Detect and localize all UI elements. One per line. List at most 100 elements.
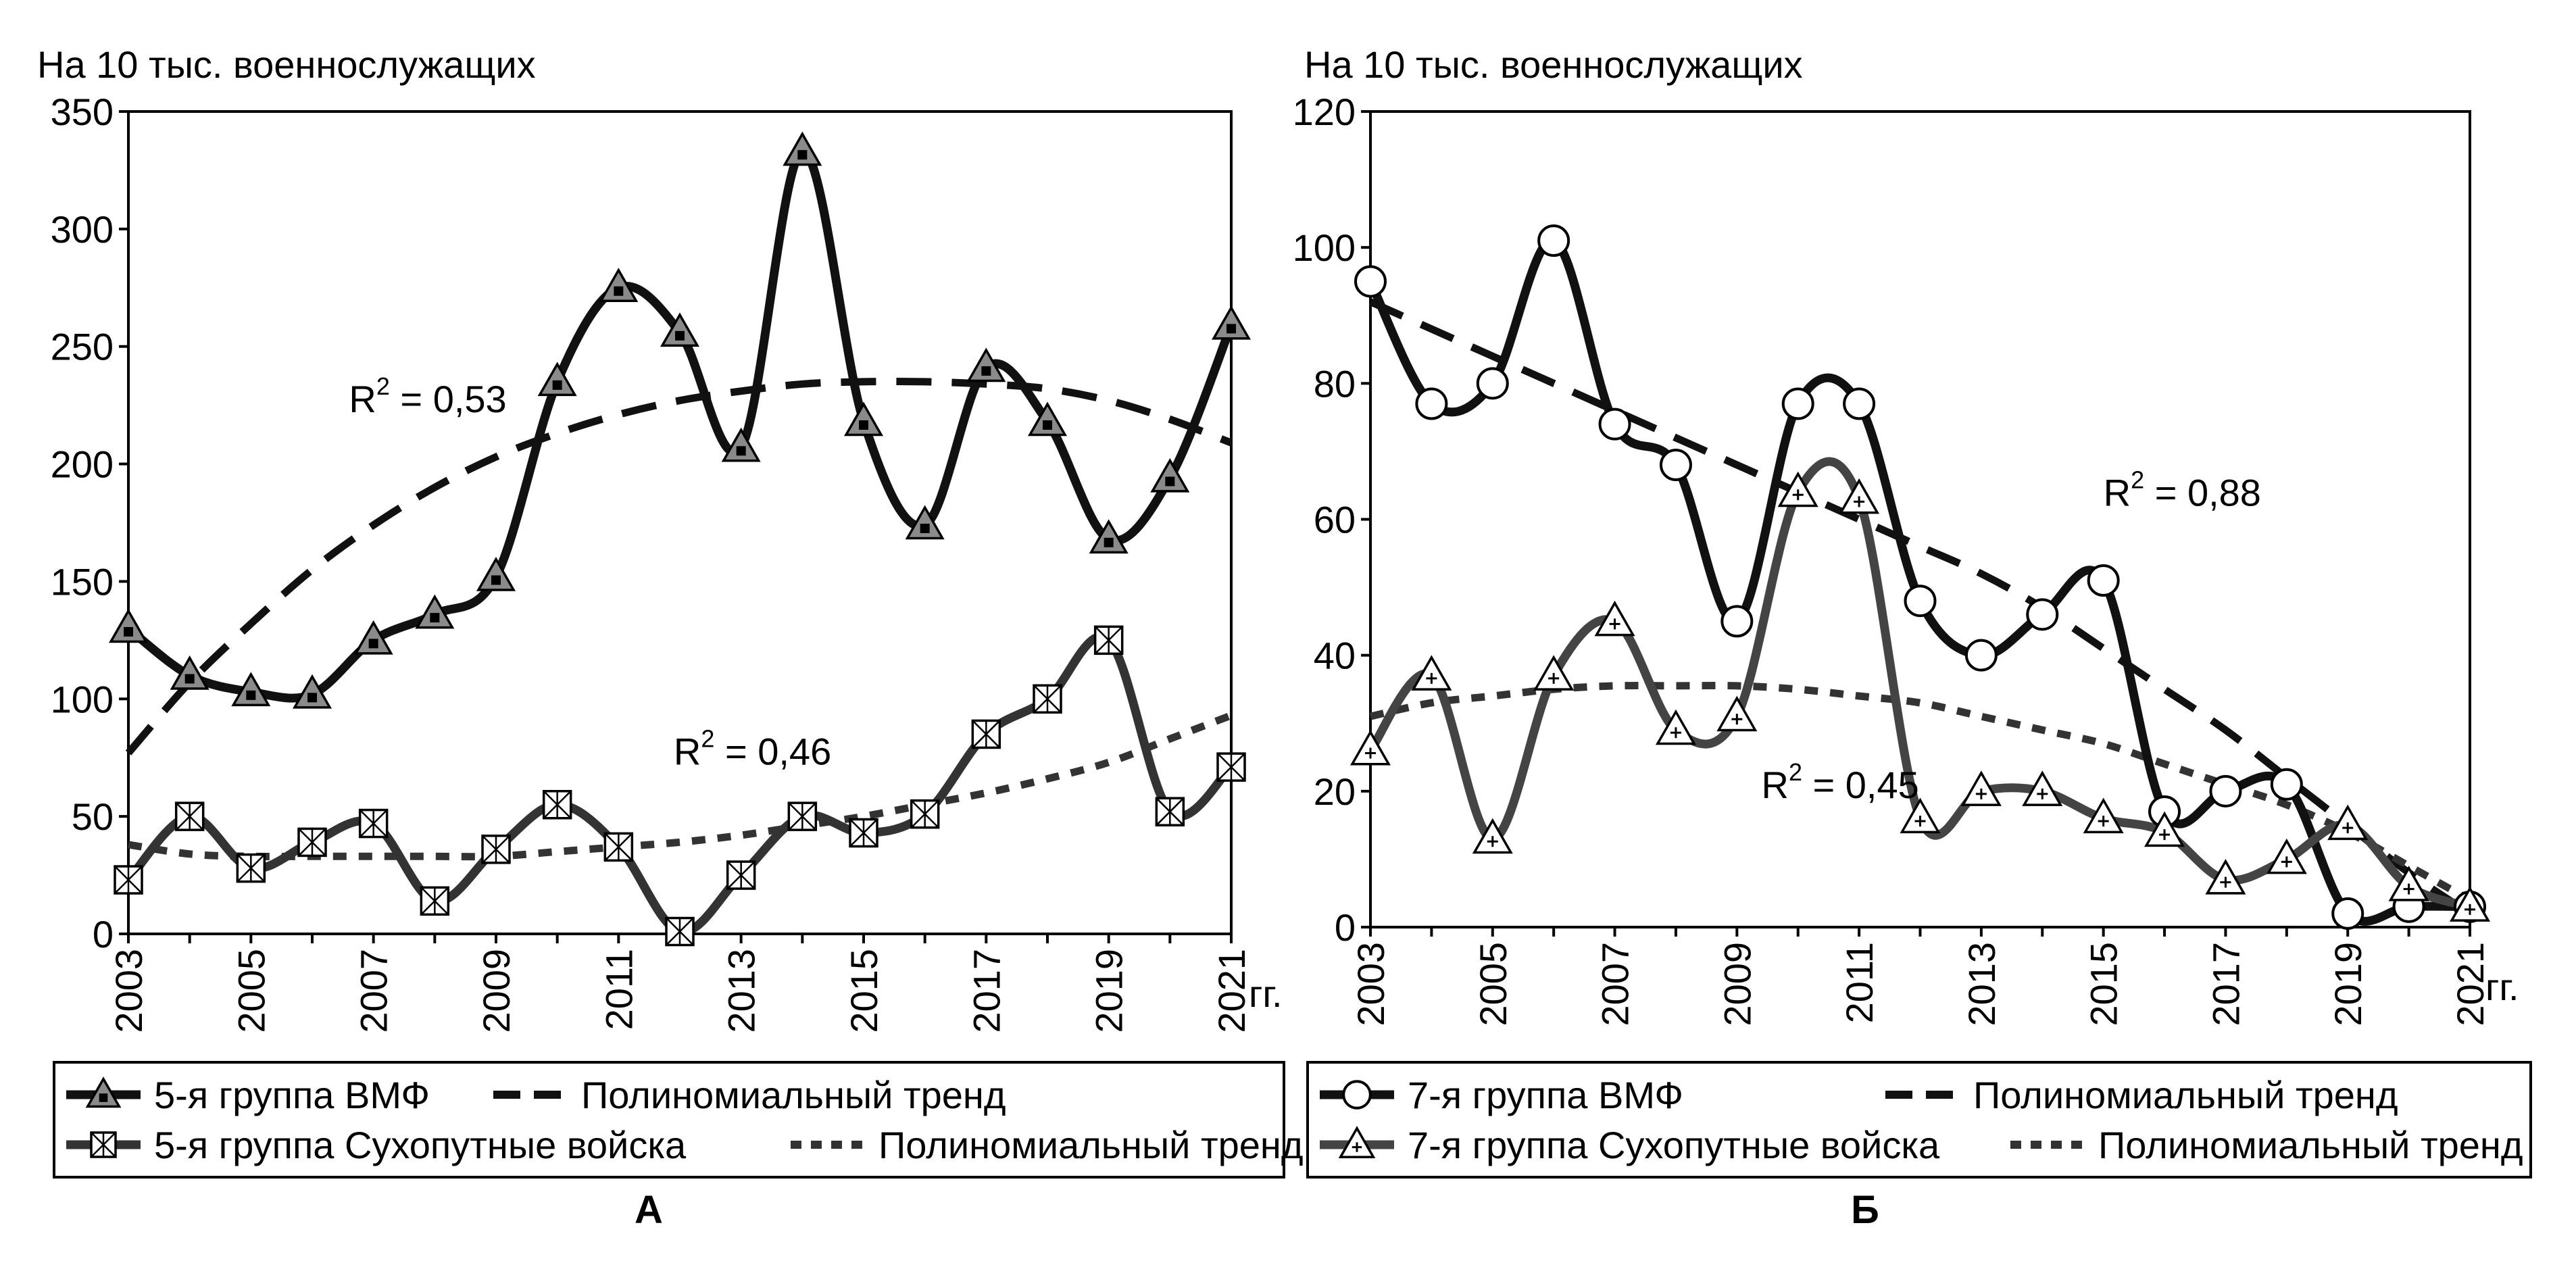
data-point-1-cross	[1033, 685, 1062, 714]
y-tick-label: 50	[72, 795, 114, 838]
data-point-0	[966, 347, 1006, 382]
data-point-0	[843, 401, 884, 437]
x-tick-label: 2017	[965, 949, 1008, 1033]
y-axis-label: На 10 тыс. военнослужащих	[37, 43, 536, 86]
data-point-1-plus	[1670, 727, 1681, 739]
r-superscript: 2	[1789, 758, 1802, 786]
y-tick-label: 40	[1314, 635, 1356, 677]
legend-label: Полиномиальный тренд	[581, 1074, 1006, 1116]
data-point-1-plus	[2464, 903, 2475, 915]
legend-swatch-marker	[1342, 1080, 1372, 1110]
x-tick-label: 2019	[2327, 942, 2369, 1026]
data-point-0	[1904, 585, 1937, 618]
data-point-1-cross	[298, 828, 326, 857]
r-value: = 0,53	[390, 378, 507, 420]
data-point-1-cross	[972, 720, 1001, 749]
data-point-0	[537, 362, 577, 397]
data-point-1-cross	[482, 835, 510, 864]
data-point-0	[1415, 387, 1448, 420]
data-point-1-plus	[1854, 496, 1865, 507]
data-point-0	[905, 505, 945, 540]
legend-label: Полиномиальный тренд	[2098, 1124, 2523, 1166]
legend-box	[1306, 1061, 2532, 1179]
x-tick-label: 2009	[475, 949, 518, 1033]
data-point-1-plus	[1731, 714, 1743, 725]
data-point-0	[1476, 367, 1509, 400]
data-point-0	[599, 268, 639, 303]
data-point-0-core	[736, 446, 746, 456]
y-tick-label: 20	[1314, 770, 1356, 813]
legend-label: 5-я группа Сухопутные войска	[154, 1124, 687, 1166]
data-point-0	[353, 620, 393, 655]
data-point-0-core	[1165, 476, 1175, 487]
data-point-0	[292, 674, 332, 709]
data-point-0	[1211, 305, 1252, 340]
x-tick-label: 2005	[1472, 942, 1514, 1026]
data-point-0	[783, 131, 822, 166]
y-tick-label: 100	[1293, 226, 1356, 269]
legend-swatch-marker	[85, 1076, 122, 1108]
series-line-1	[1366, 457, 2472, 912]
data-point-1-cross	[1156, 797, 1185, 826]
trend-line-0	[125, 377, 1233, 755]
data-point-1-plus	[2403, 883, 2414, 895]
data-point-0	[2026, 598, 2059, 631]
data-point-1-plus	[2159, 829, 2171, 841]
data-point-0	[1781, 387, 1814, 420]
data-point-0-core	[184, 674, 195, 684]
x-tick-label: 2013	[1960, 942, 2003, 1026]
data-point-0	[231, 672, 271, 707]
x-tick-label: 2011	[597, 949, 640, 1030]
data-point-1-plus	[1792, 489, 1804, 501]
data-point-0-core	[307, 693, 317, 703]
r-squared-annotation: R2 = 0,45	[1761, 758, 1918, 806]
panel-label: Б	[1851, 1188, 1879, 1232]
y-tick-label: 250	[51, 326, 114, 368]
data-point-1-plus	[1914, 816, 1926, 827]
data-point-0	[721, 427, 761, 462]
data-point-0-core	[614, 286, 624, 296]
data-point-0-core	[981, 366, 991, 376]
data-point-0	[108, 608, 149, 643]
legend-box	[53, 1061, 1285, 1179]
y-tick-label: 60	[1314, 499, 1356, 541]
x-tick-label: 2019	[1088, 949, 1131, 1033]
data-point-1-cross	[359, 809, 388, 838]
x-tick-label: 2021	[2449, 942, 2492, 1026]
data-point-1-plus	[1609, 618, 1620, 630]
series-line-0	[125, 147, 1236, 703]
legend-swatch-marker-cross	[91, 1132, 116, 1158]
data-point-1-cross	[910, 799, 939, 828]
data-point-0	[1598, 407, 1631, 441]
data-point-1-cross	[788, 802, 817, 831]
legend-label: 5-я группа ВМФ	[154, 1074, 430, 1116]
data-point-1-cross	[420, 887, 449, 916]
data-point-1-plus	[1548, 672, 1560, 684]
r-squared-annotation: R2 = 0,46	[674, 725, 831, 773]
data-point-1-cross	[175, 802, 204, 831]
y-tick-label: 120	[1293, 91, 1356, 133]
data-point-0	[1720, 605, 1754, 638]
r-superscript: 2	[701, 725, 714, 753]
data-point-0	[1843, 387, 1876, 420]
data-point-0-core	[368, 639, 378, 649]
data-point-1-plus	[1426, 672, 1437, 684]
data-point-1-plus	[2098, 816, 2109, 827]
y-tick-label: 200	[51, 443, 114, 486]
legend-swatch-marker-core	[99, 1093, 108, 1102]
x-tick-label: 2009	[1716, 942, 1758, 1026]
data-point-0-core	[859, 420, 868, 430]
data-point-0	[1659, 449, 1692, 482]
data-point-1-plus	[2220, 876, 2231, 888]
y-tick-label: 0	[93, 913, 114, 956]
data-point-0	[1089, 519, 1129, 554]
data-point-0	[1964, 639, 1998, 672]
data-point-0	[1150, 457, 1190, 493]
r-value: = 0,88	[2144, 471, 2261, 514]
data-point-0-core	[920, 523, 930, 533]
x-tick-label: 2007	[1594, 942, 1637, 1026]
data-point-0	[1354, 265, 1387, 298]
plot-frame	[127, 110, 1233, 935]
data-point-1-cross	[543, 790, 572, 819]
data-point-0-core	[1043, 420, 1052, 430]
